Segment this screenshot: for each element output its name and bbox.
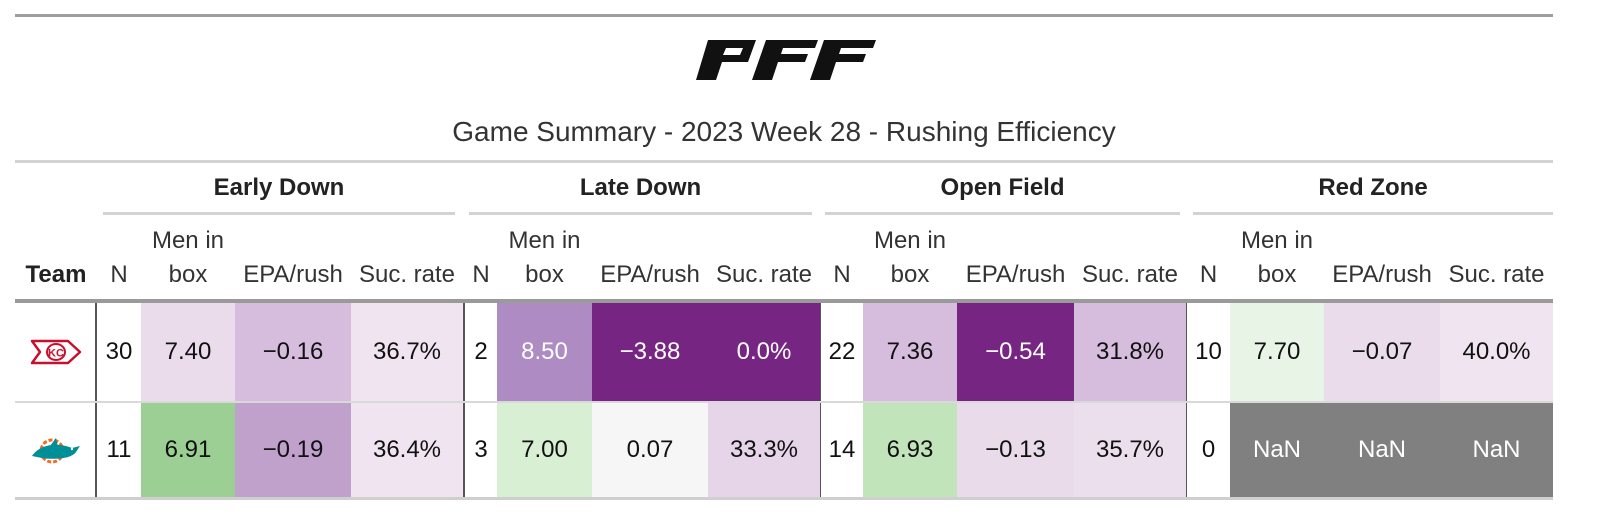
table-cell: 7.36 [863,303,957,401]
group-underline [103,212,455,215]
column-header-suc-rate: Suc. rate [715,261,813,288]
table-cell: 31.8% [1074,303,1186,401]
column-header-n: N [110,261,128,288]
table-cell: −0.19 [235,403,351,497]
bottom-rule [15,497,1553,500]
group-underline [469,212,812,215]
table-cell: −0.54 [957,303,1074,401]
column-header-men-in-box: Men in box [873,227,947,288]
table-cell: 11 [106,436,132,463]
top-rule [15,14,1553,17]
table-cell: NaN [1324,403,1440,497]
column-header-suc-rate: Suc. rate [358,261,456,288]
table-cell: 2 [474,338,488,365]
group-label: Open Field [940,174,1065,201]
column-divider [1185,303,1187,497]
chiefs-logo-icon: KC [15,303,97,401]
table-cell: −0.07 [1324,303,1440,401]
column-header-n: N [472,261,490,288]
title-rule [15,160,1553,163]
table-cell: −0.13 [957,403,1074,497]
column-header-men-in-box: Men in box [1240,227,1314,288]
svg-text:KC: KC [48,348,64,360]
row-divider [15,401,1553,403]
table-cell: 36.4% [351,403,463,497]
column-divider [95,303,97,497]
column-header-epa-rush: EPA/rush [600,261,700,288]
column-divider [819,303,821,497]
group-underline [1193,212,1553,215]
table-cell: 14 [828,436,856,463]
table-cell: 40.0% [1440,303,1553,401]
page-title: Game Summary - 2023 Week 28 - Rushing Ef… [452,116,1116,147]
column-header-n: N [1199,261,1218,288]
column-header-epa-rush: EPA/rush [965,261,1066,288]
column-header-suc-rate: Suc. rate [1448,261,1545,288]
table-cell: NaN [1230,403,1324,497]
column-divider [463,303,465,497]
dolphins-logo-icon [15,403,97,498]
table-cell: 7.70 [1230,303,1324,401]
table-cell: 22 [828,338,856,365]
column-header-men-in-box: Men in box [151,227,225,288]
table-cell: 0.0% [708,303,820,401]
group-early-down: Early Down [103,174,455,218]
table-cell: 33.3% [708,403,820,497]
header-rule [15,299,1553,303]
table-cell: 7.40 [141,303,235,401]
table-cell: 6.91 [141,403,235,497]
column-header-team: Team [25,261,87,288]
table-cell: 0.07 [592,403,708,497]
table-cell: −0.16 [235,303,351,401]
column-header-epa-rush: EPA/rush [243,261,343,288]
table-cell: 3 [474,436,488,463]
table-cell: 30 [105,338,133,365]
table-cell: 35.7% [1074,403,1186,497]
table-cell: 36.7% [351,303,463,401]
column-header-epa-rush: EPA/rush [1332,261,1432,288]
column-header-n: N [833,261,851,288]
group-underline [825,212,1180,215]
column-header-men-in-box: Men in box [508,227,581,288]
table-cell: 0 [1201,436,1216,463]
group-label: Red Zone [1318,174,1428,201]
table-cell: 6.93 [863,403,957,497]
group-label: Late Down [579,174,702,201]
table-cell: 10 [1195,338,1222,365]
group-label: Early Down [213,174,345,201]
group-late-down: Late Down [469,174,812,218]
table-cell: NaN [1440,403,1553,497]
table-cell: −3.88 [592,303,708,401]
column-header-suc-rate: Suc. rate [1081,261,1179,288]
table-cell: 7.00 [497,403,592,497]
group-red-zone: Red Zone [1193,174,1553,218]
group-open-field: Open Field [825,174,1180,218]
pff-logo [696,40,876,80]
table-cell: 8.50 [497,303,592,401]
